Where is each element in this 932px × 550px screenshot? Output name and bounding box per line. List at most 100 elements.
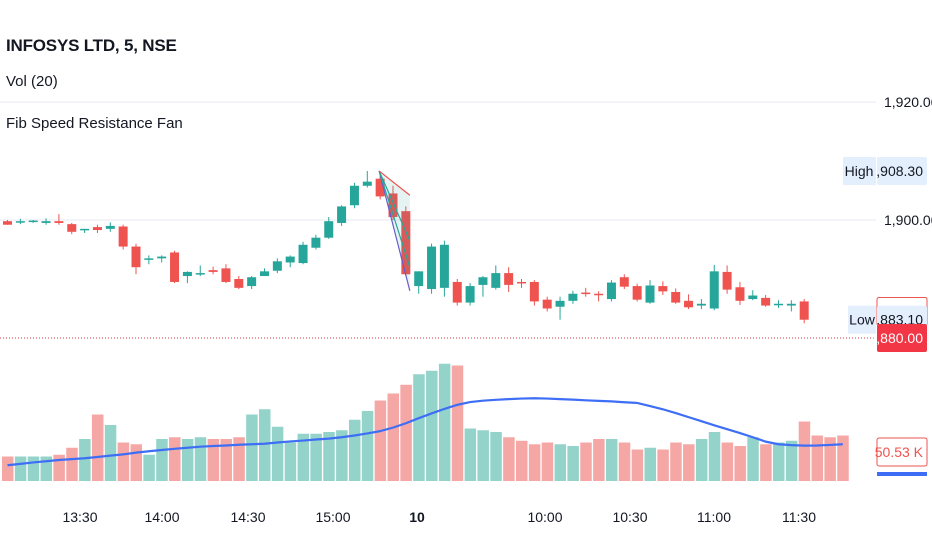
volume-bar bbox=[811, 435, 824, 481]
fib-fan-line-3 bbox=[378, 170, 411, 196]
candle-body bbox=[298, 244, 308, 264]
volume-bar bbox=[297, 433, 310, 481]
volume-bar bbox=[2, 456, 14, 481]
time-tick-label: 10:30 bbox=[612, 509, 647, 525]
volume-bar bbox=[824, 437, 836, 481]
time-tick-label: 15:00 bbox=[315, 509, 350, 525]
fib-fan-line-0 bbox=[378, 170, 411, 291]
volume-bar bbox=[785, 440, 798, 481]
volume-bar bbox=[310, 433, 322, 481]
volume-bar bbox=[760, 444, 772, 481]
volume-bar bbox=[721, 442, 734, 481]
volume-bar bbox=[734, 446, 746, 481]
candle-body bbox=[786, 303, 796, 306]
current-price-marker: 1,880.00 bbox=[869, 324, 927, 352]
time-tick-label: 14:30 bbox=[230, 509, 265, 525]
volume-bar bbox=[747, 437, 759, 481]
volume-bars bbox=[2, 363, 849, 481]
candle-body bbox=[234, 279, 244, 288]
candle-body bbox=[671, 291, 681, 303]
low-tag-label: Low bbox=[849, 312, 876, 328]
low-tag-box bbox=[848, 305, 876, 334]
volume-bar bbox=[374, 400, 387, 481]
low-marker-text: 1,883.10 bbox=[869, 312, 924, 328]
price-tick-label: 1,920.00 bbox=[884, 94, 932, 110]
candle-body bbox=[182, 271, 192, 277]
volume-indicator-label[interactable]: Vol (20) bbox=[6, 73, 58, 90]
volume-bar bbox=[477, 430, 489, 481]
volume-bar bbox=[528, 444, 541, 481]
candle-body bbox=[439, 244, 449, 288]
candle-body bbox=[735, 287, 745, 301]
volume-bar bbox=[798, 421, 811, 481]
volume-bar bbox=[618, 442, 631, 481]
candle-body bbox=[105, 225, 115, 229]
candle-body bbox=[324, 221, 334, 238]
volume-bar bbox=[194, 437, 207, 481]
candle-body bbox=[465, 286, 475, 303]
volume-bar bbox=[323, 432, 335, 481]
volume-bar bbox=[670, 442, 682, 481]
volume-bar bbox=[53, 454, 65, 481]
high-tag-label: High bbox=[845, 163, 874, 179]
high-marker-text: 1,908.30 bbox=[869, 163, 924, 179]
volume-bar bbox=[336, 430, 348, 481]
volume-bar bbox=[181, 439, 194, 481]
volume-bar bbox=[644, 447, 656, 481]
candle-body bbox=[28, 220, 38, 223]
candle-body bbox=[722, 271, 732, 290]
time-tick-label: 11:00 bbox=[697, 509, 731, 525]
candle-body bbox=[761, 297, 771, 306]
volume-bar bbox=[348, 419, 361, 481]
candle-body bbox=[15, 221, 25, 223]
candle-body bbox=[208, 270, 218, 272]
candle-body bbox=[375, 178, 385, 197]
volume-bar bbox=[516, 440, 528, 481]
candle-body bbox=[452, 281, 462, 303]
volume-bar bbox=[361, 411, 374, 481]
high-marker-box bbox=[877, 157, 927, 186]
volume-bar bbox=[91, 414, 104, 481]
candle-body bbox=[401, 211, 411, 275]
candle-body bbox=[131, 246, 141, 268]
volume-marker: 50.53 K bbox=[875, 437, 928, 476]
volume-bar bbox=[503, 437, 515, 481]
candle-body bbox=[645, 285, 655, 303]
volume-bar bbox=[66, 447, 78, 481]
candle-body bbox=[54, 221, 64, 223]
candle-body bbox=[285, 256, 295, 263]
volume-marker-box bbox=[876, 437, 928, 467]
price-axis[interactable]: 1,920.00 1,900.00 bbox=[884, 94, 932, 228]
fib-speed-resistance-fan bbox=[378, 170, 411, 291]
volume-bar bbox=[554, 444, 567, 481]
volume-bar bbox=[271, 426, 284, 481]
candle-body bbox=[696, 303, 706, 306]
volume-bar bbox=[413, 374, 425, 481]
candle-body bbox=[337, 206, 347, 223]
candle-body bbox=[658, 286, 668, 292]
candle-body bbox=[414, 271, 424, 287]
candle-body bbox=[748, 295, 758, 300]
time-tick-label: 11:30 bbox=[782, 509, 816, 525]
volume-bar bbox=[79, 439, 91, 481]
candle-body bbox=[427, 246, 437, 290]
candle-body bbox=[491, 273, 501, 288]
volume-bar bbox=[451, 365, 464, 481]
candle-body bbox=[92, 227, 102, 231]
volume-bar bbox=[169, 437, 181, 481]
time-axis[interactable]: 13:30 14:00 14:30 15:00 10 10:00 10:30 11:00 11:… bbox=[62, 509, 816, 525]
volume-bar bbox=[104, 425, 117, 481]
chart-title[interactable]: INFOSYS LTD, 5, NSE bbox=[6, 36, 177, 55]
time-tick-label: 14:00 bbox=[144, 509, 179, 525]
time-tick-label: 13:30 bbox=[62, 509, 97, 525]
volume-bar bbox=[683, 444, 695, 481]
grid-lines bbox=[0, 101, 876, 221]
high-tag-box bbox=[843, 157, 876, 186]
volume-bar bbox=[220, 439, 232, 481]
candle-body bbox=[260, 271, 269, 277]
current-price-marker-text: 1,880.00 bbox=[869, 330, 924, 346]
fib-fan-indicator-label[interactable]: Fib Speed Resistance Fan bbox=[6, 115, 183, 132]
volume-bar bbox=[117, 442, 130, 481]
candle-body bbox=[247, 277, 257, 287]
